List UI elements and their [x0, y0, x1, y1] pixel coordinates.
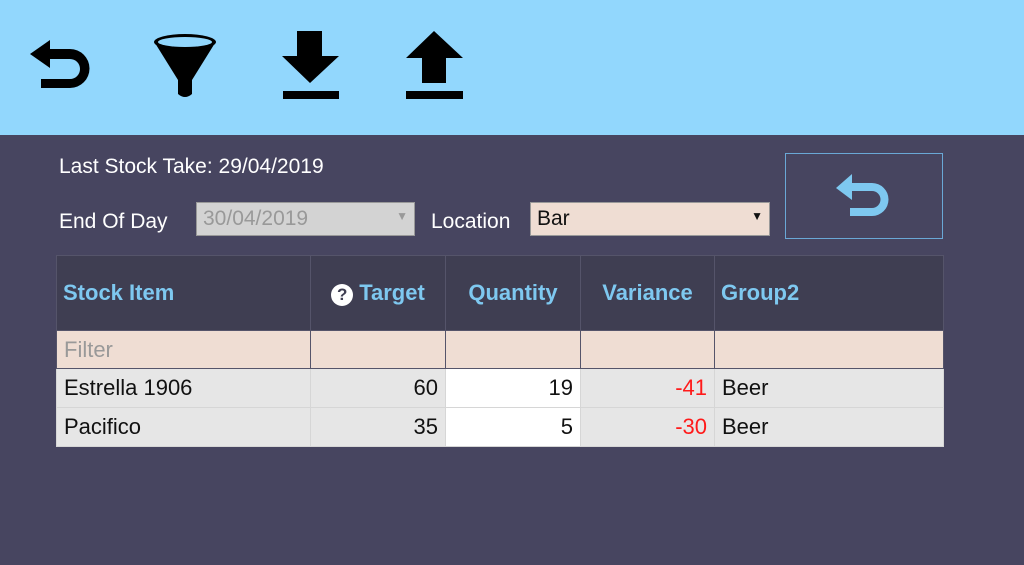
end-of-day-value: 30/04/2019: [203, 207, 309, 230]
stock-table: Stock Item ? Target Quantity Variance Gro…: [56, 255, 944, 447]
end-of-day-label: End Of Day: [59, 210, 168, 233]
cell-quantity-input[interactable]: 5: [445, 407, 581, 447]
filter-input[interactable]: [580, 330, 715, 369]
help-icon[interactable]: ?: [331, 284, 354, 306]
back-button[interactable]: [785, 153, 943, 239]
undo-icon: [836, 174, 889, 216]
upload-button[interactable]: [400, 30, 470, 100]
filter-row: Filter: [56, 330, 944, 369]
table-row[interactable]: Pacifico 35 5 -30 Beer: [56, 407, 944, 447]
cell-group: Beer: [714, 368, 944, 408]
filter-input[interactable]: [445, 330, 581, 369]
end-of-day-select[interactable]: 30/04/2019 ▼: [196, 202, 415, 236]
chevron-down-icon: ▼: [396, 209, 408, 223]
download-icon: [282, 31, 339, 99]
undo-icon: [30, 40, 90, 88]
chevron-down-icon: ▼: [751, 209, 763, 223]
col-target-label: Target: [359, 280, 425, 305]
col-target[interactable]: ? Target: [310, 255, 446, 331]
cell-target: 60: [310, 368, 446, 408]
filter-input[interactable]: Filter: [56, 330, 311, 369]
location-value: Bar: [537, 207, 570, 230]
table-header: Stock Item ? Target Quantity Variance Gro…: [56, 255, 944, 331]
cell-group: Beer: [714, 407, 944, 447]
download-button[interactable]: [276, 30, 346, 100]
last-stock-take: Last Stock Take: 29/04/2019: [59, 155, 324, 178]
filter-input[interactable]: [310, 330, 446, 369]
cell-item: Pacifico: [56, 407, 311, 447]
filter-input[interactable]: [714, 330, 944, 369]
undo-button[interactable]: [28, 30, 98, 100]
location-select[interactable]: Bar ▼: [530, 202, 770, 236]
col-group2[interactable]: Group2: [714, 255, 944, 331]
cell-quantity-input[interactable]: 19: [445, 368, 581, 408]
col-stock-item[interactable]: Stock Item: [56, 255, 311, 331]
cell-item: Estrella 1906: [56, 368, 311, 408]
col-quantity[interactable]: Quantity: [445, 255, 581, 331]
table-row[interactable]: Estrella 1906 60 19 -41 Beer: [56, 368, 944, 408]
cell-variance: -41: [580, 368, 715, 408]
filter-icon: [154, 34, 216, 97]
cell-target: 35: [310, 407, 446, 447]
location-label: Location: [431, 210, 511, 233]
cell-variance: -30: [580, 407, 715, 447]
upload-icon: [406, 31, 463, 99]
col-variance[interactable]: Variance: [580, 255, 715, 331]
toolbar: [0, 0, 1024, 135]
filter-button[interactable]: [152, 30, 222, 100]
